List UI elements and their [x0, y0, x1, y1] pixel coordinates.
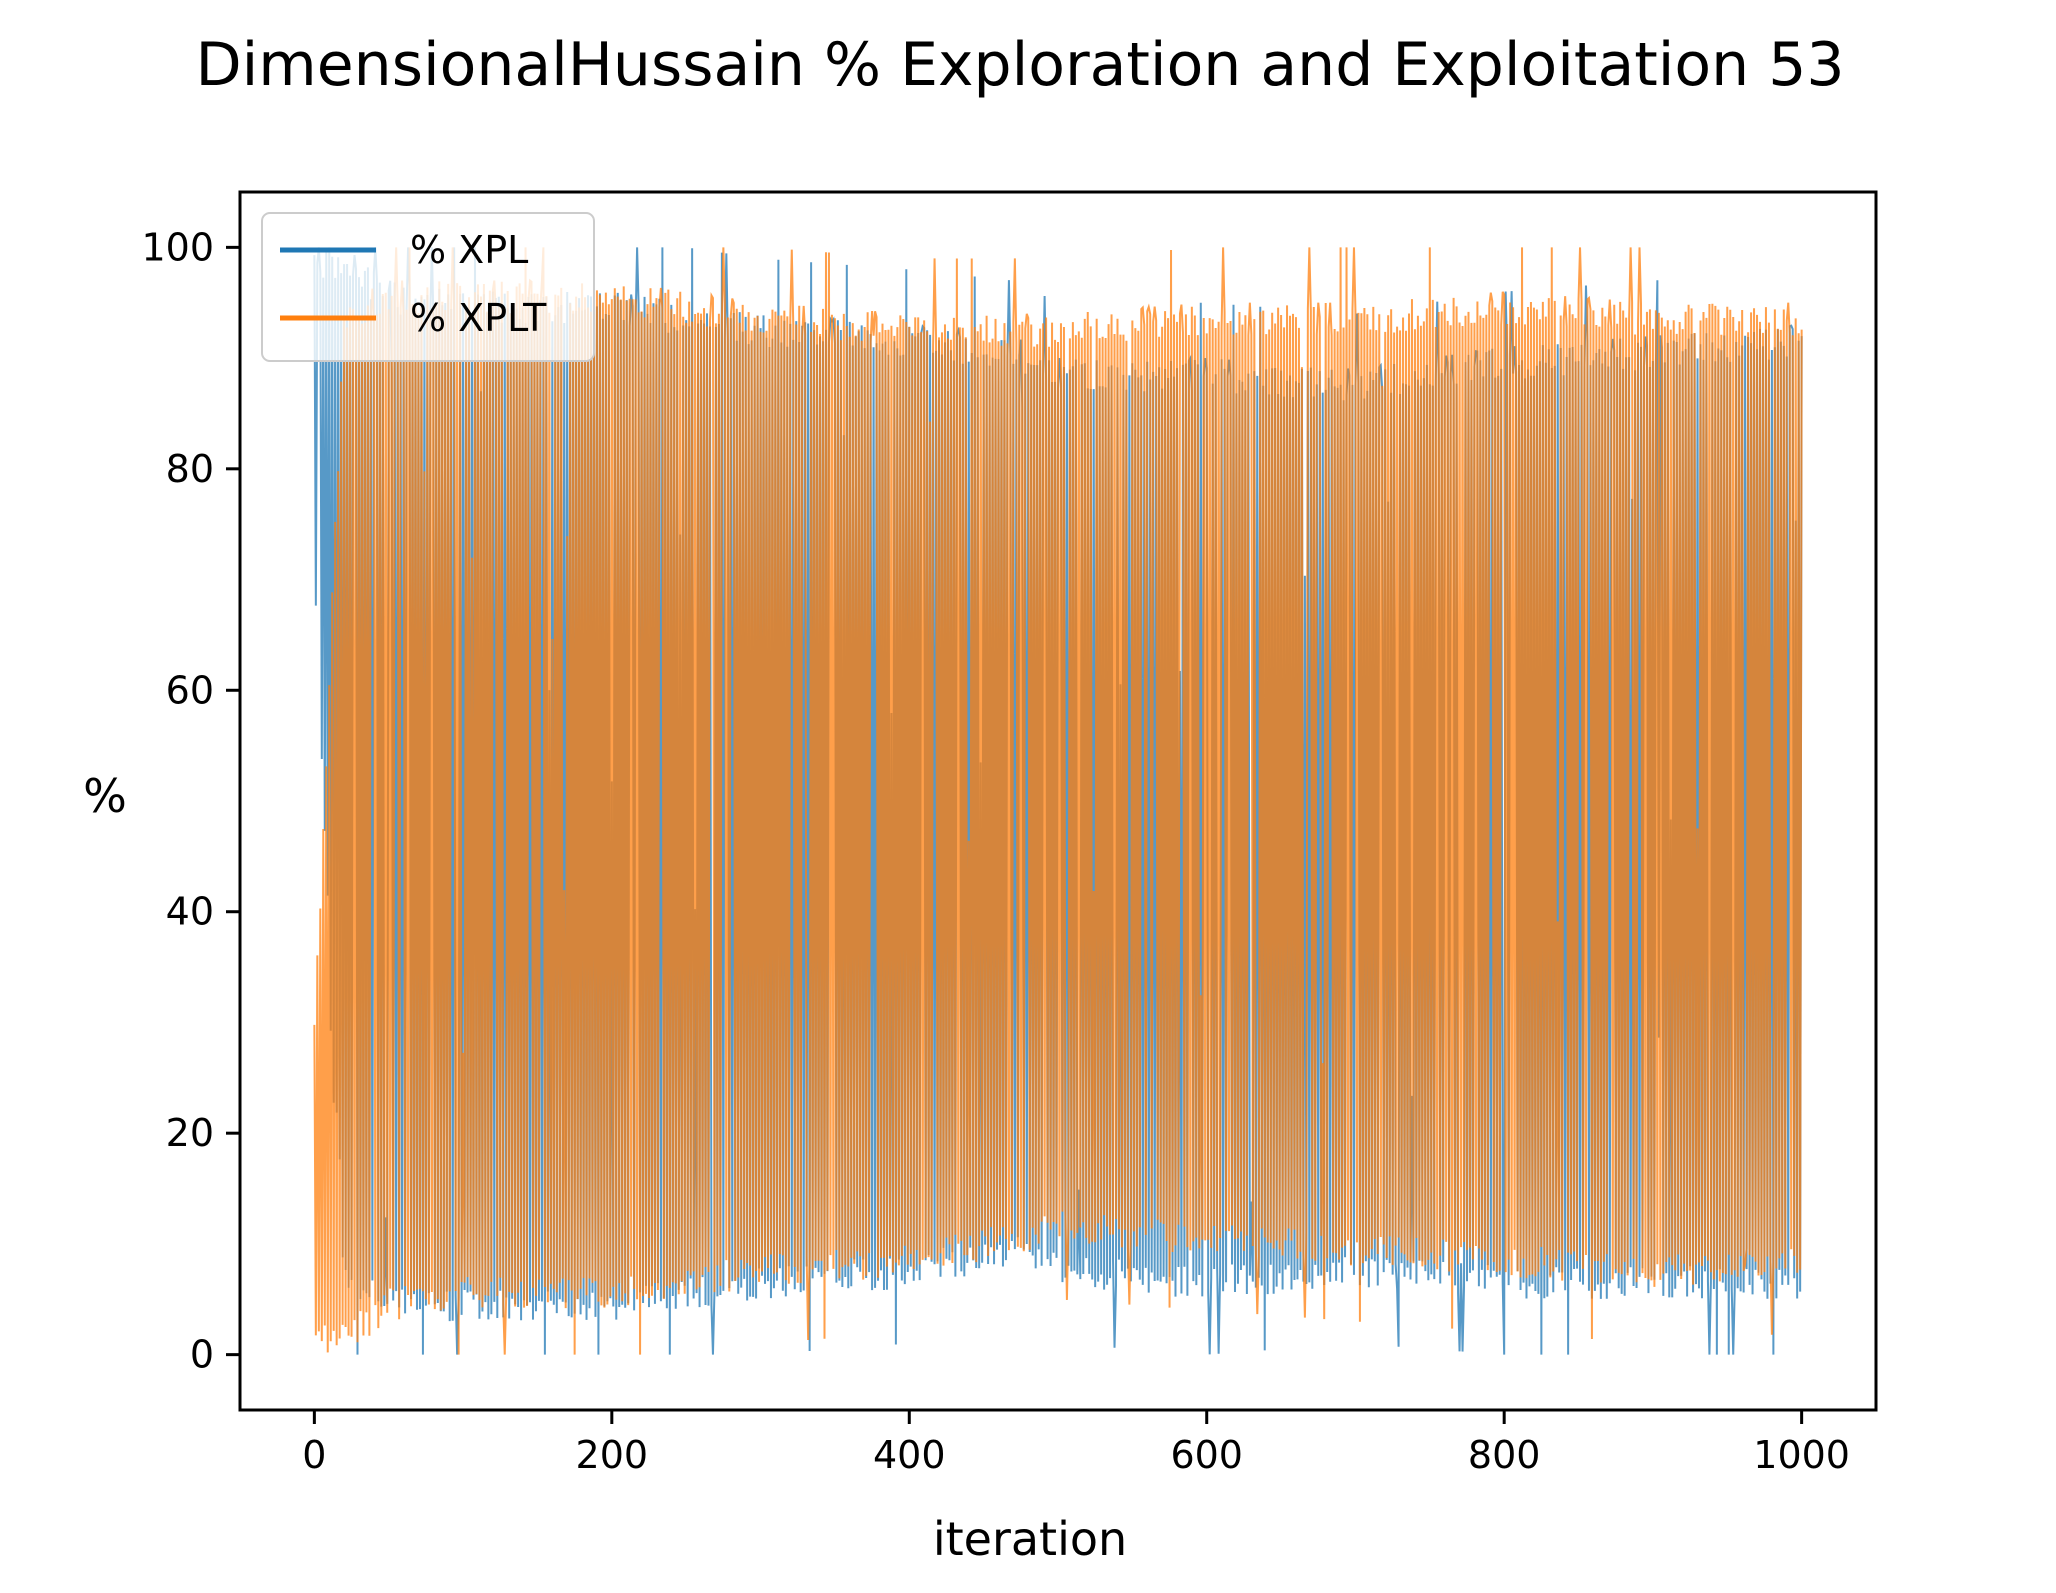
x-axis-ticks: 0 200 400 600 800 1000 — [302, 1410, 1850, 1477]
plot-series-layer — [313, 247, 1803, 1355]
x-tick-label: 1000 — [1753, 1433, 1850, 1477]
y-tick-label: 80 — [166, 447, 214, 491]
legend-label: % XPL — [410, 228, 528, 272]
y-tick-label: 60 — [166, 668, 214, 712]
y-tick-label: 40 — [166, 890, 214, 934]
y-tick-label: 100 — [141, 225, 214, 269]
legend-label: % XPLT — [410, 296, 547, 340]
x-tick-label: 600 — [1170, 1433, 1243, 1477]
legend: % XPL % XPLT — [261, 212, 595, 362]
x-tick-label: 0 — [302, 1433, 326, 1477]
x-tick-label: 400 — [873, 1433, 946, 1477]
series-line-xplt — [313, 247, 1803, 1355]
chart-title: DimensionalHussain % Exploration and Exp… — [195, 30, 1844, 100]
y-tick-label: 0 — [190, 1333, 214, 1377]
y-axis-label: % — [83, 769, 127, 823]
y-axis-ticks: 0 20 40 60 80 100 — [141, 225, 240, 1377]
x-axis-label: iteration — [933, 1512, 1127, 1566]
x-tick-label: 200 — [576, 1433, 649, 1477]
y-tick-label: 20 — [166, 1111, 214, 1155]
x-tick-label: 800 — [1468, 1433, 1541, 1477]
plot-frame — [238, 190, 1878, 1412]
